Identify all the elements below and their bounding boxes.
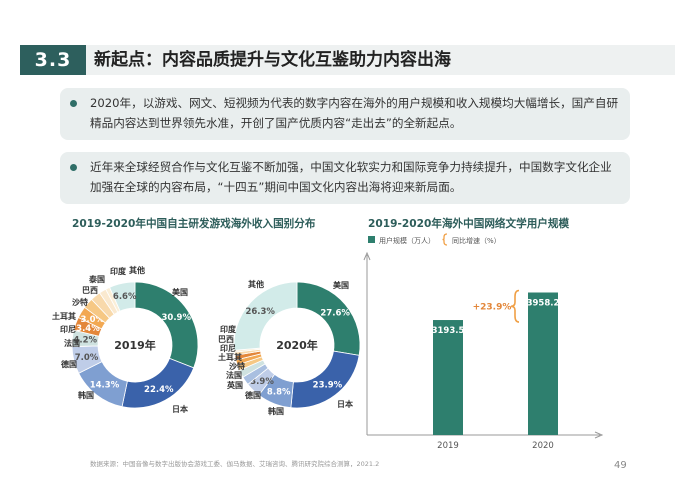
bullet-item-1: 2020年，以游戏、网文、短视频为代表的数字内容在海外的用户规模和收入规模均大幅… [60,88,630,140]
bullet-dot-icon [70,164,77,171]
pie-category-label: 日本 [172,404,188,414]
pie-slice-0-0 [134,281,199,369]
pie-value-label: 26.3% [245,307,275,317]
pie-value-label: 7.0% [75,353,99,363]
game-revenue-chart-title: 2019-2020年中国自主研发游戏海外收入国别分布 [72,218,316,230]
pie-category-label: 印度 [110,266,127,276]
legend-label-users: 用户规模（万人） [379,236,435,245]
pie-category-label: 巴西 [82,286,98,295]
y-axis-arrow-icon [363,251,371,261]
legend-swatch-users [368,236,375,243]
pie-category-label: 韩国 [78,390,94,400]
pie-value-label: 3.9% [250,377,274,387]
pie-value-label: 22.4% [144,385,174,395]
pie-category-label: 沙特 [229,361,245,371]
donut-center-label: 2020年 [276,338,318,352]
pie-slice-0-1 [121,357,195,409]
donut-center-label: 2019年 [114,338,156,352]
bullet-item-2: 近年来全球经贸合作与文化互鉴不断加强，中国文化软实力和国际竞争力持续提升，中国数… [60,152,630,204]
pie-category-label: 巴西 [218,335,234,344]
section-title: 新起点：内容品质提升与文化互鉴助力内容出海 [94,50,451,70]
pie-value-label: 6.6% [113,292,137,302]
pie-value-label: 23.9% [313,381,343,391]
x-tick-label: 2019 [437,441,459,451]
pie-category-label: 韩国 [268,406,284,416]
pie-category-label: 日本 [337,399,353,409]
pie-category-label: 美国 [333,280,349,290]
growth-brace-icon [510,289,520,323]
pie-category-label: 德国 [245,390,261,400]
pie-slice-0-11 [109,281,136,312]
pie-category-label: 美国 [172,287,188,297]
legend-label-growth: 同比增速（%） [452,236,501,245]
webnovel-chart-title: 2019-2020年海外中国网络文学用户规模 [368,218,570,230]
pie-category-label: 其他 [129,265,145,275]
bar-2019 [433,320,463,435]
pie-value-label: 8.8% [267,388,291,398]
pie-value-label: 3.0% [80,315,104,325]
bar-value-label: 3958.2 [527,299,560,309]
pie-category-label: 德国 [61,359,77,369]
pie-value-label: 30.9% [162,313,192,323]
pie-category-label: 印尼 [220,343,236,353]
pie-category-label: 英国 [226,380,243,390]
pie-value-label: 3.4% [76,324,100,334]
growth-rate-label: +23.9% [473,302,512,312]
pie-category-label: 其他 [248,279,264,289]
pie-value-label: 4.2% [73,336,97,346]
bullet-text: 2020年，以游戏、网文、短视频为代表的数字内容在海外的用户规模和收入规模均大幅… [90,96,619,130]
data-source-note: 数据来源：中国音像与数字出版协会游戏工委、伽马数据、艾瑞咨询、腾讯研究院综合测算… [90,460,380,468]
x-tick-label: 2020 [532,441,554,451]
pie-category-label: 土耳其 [52,311,76,321]
pie-category-label: 沙特 [72,297,88,307]
bar-value-label: 3193.5 [432,326,465,336]
bar-2020 [528,292,558,435]
bullet-dot-icon [70,100,77,107]
section-number: 3.3 [20,45,86,75]
pie-category-label: 法国 [64,338,80,348]
pie-value-label: 14.3% [90,381,120,391]
page-number: 49 [614,460,627,471]
x-axis-arrow-icon [594,431,604,439]
pie-category-label: 印度 [220,324,237,334]
pie-category-label: 泰国 [88,274,105,284]
bullet-text: 近年来全球经贸合作与文化互鉴不断加强，中国文化软实力和国际竞争力持续提升，中国数… [90,160,612,194]
legend-brace-icon [442,233,448,246]
section-header-bar [20,45,675,75]
pie-value-label: 27.6% [320,309,350,319]
pie-category-label: 法国 [226,370,242,380]
pie-category-label: 印尼 [60,324,76,334]
pie-category-label: 土耳其 [218,352,242,362]
pie-slice-1-11 [233,281,298,351]
